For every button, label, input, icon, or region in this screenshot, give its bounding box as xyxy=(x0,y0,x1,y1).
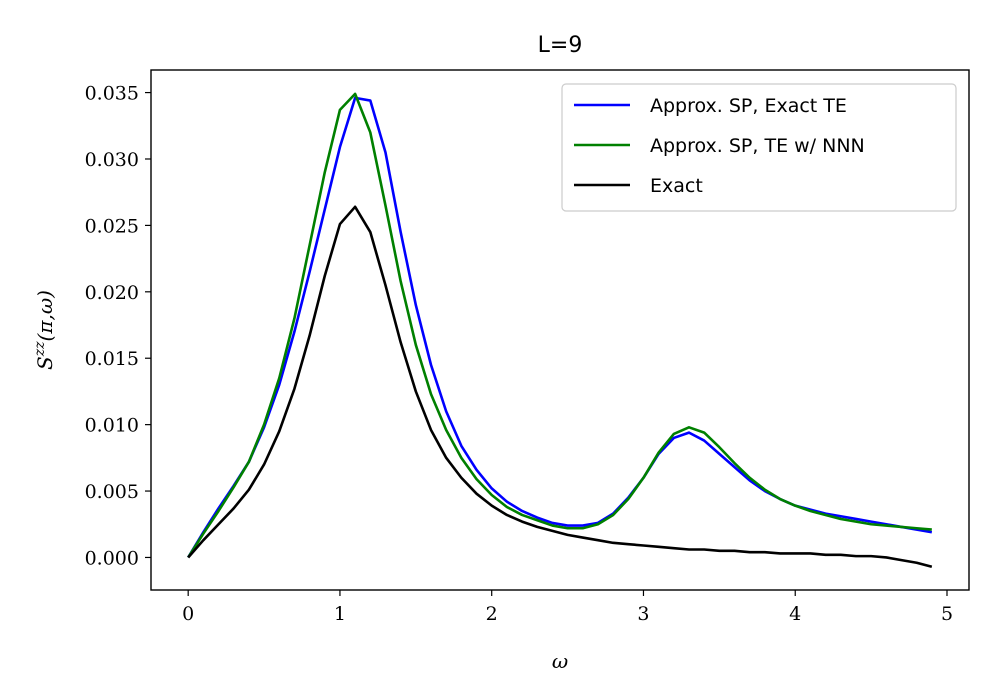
x-tick-label: 1 xyxy=(334,603,346,625)
legend-label: Approx. SP, TE w/ NNN xyxy=(650,135,865,157)
x-tick-label: 2 xyxy=(486,603,498,625)
series-line-3 xyxy=(187,205,933,569)
legend-label: Exact xyxy=(650,175,703,197)
legend-label: Approx. SP, Exact TE xyxy=(650,95,847,117)
x-axis-label: ω xyxy=(552,649,568,673)
x-tick-label: 5 xyxy=(941,603,953,625)
chart-title: L=9 xyxy=(538,33,583,58)
y-tick-label: 0.030 xyxy=(85,149,139,171)
y-tick-label: 0.005 xyxy=(85,481,139,503)
legend: Approx. SP, Exact TE Approx. SP, TE w/ NN… xyxy=(561,83,957,212)
y-axis-label: Szz(π,ω) xyxy=(32,290,57,370)
x-tick-label: 3 xyxy=(637,603,649,625)
x-tick-label: 0 xyxy=(182,603,194,625)
y-tick-label: 0.020 xyxy=(85,282,139,304)
legend-box xyxy=(561,83,957,212)
y-tick-label: 0.010 xyxy=(85,415,139,437)
x-tick-label: 4 xyxy=(789,603,801,625)
x-axis: 0 1 2 3 4 5 xyxy=(182,590,953,625)
y-tick-label: 0.000 xyxy=(85,547,139,569)
y-tick-label: 0.015 xyxy=(85,348,139,370)
y-tick-label: 0.035 xyxy=(85,83,139,105)
y-tick-label: 0.025 xyxy=(85,215,139,237)
plot-frame xyxy=(150,69,970,591)
plot-area xyxy=(187,92,933,569)
y-axis: 0.000 0.005 0.010 0.015 0.020 0.025 0.030 0.035 xyxy=(85,83,151,569)
series-line-2 xyxy=(187,92,932,559)
